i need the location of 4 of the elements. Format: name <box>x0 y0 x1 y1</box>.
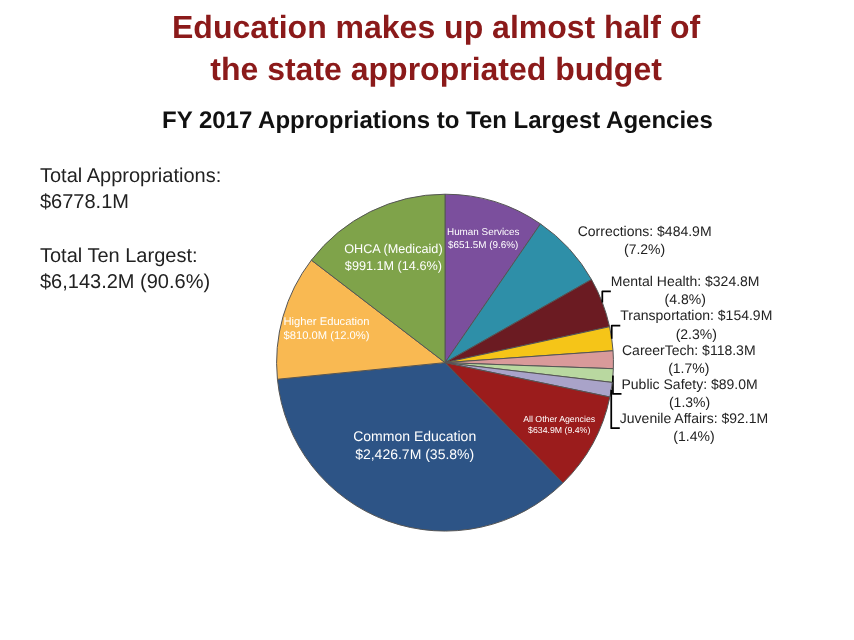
text: Total Appropriations: $6778.1M <box>40 166 222 214</box>
chart-title: Education makes up almost half of the state appropriated budget <box>172 12 702 88</box>
text: Total Ten Largest: $6,143.2M (90.6%) <box>40 246 211 294</box>
chart-subtitle: FY 2017 Appropriations to Ten Largest Agencies <box>162 106 714 134</box>
